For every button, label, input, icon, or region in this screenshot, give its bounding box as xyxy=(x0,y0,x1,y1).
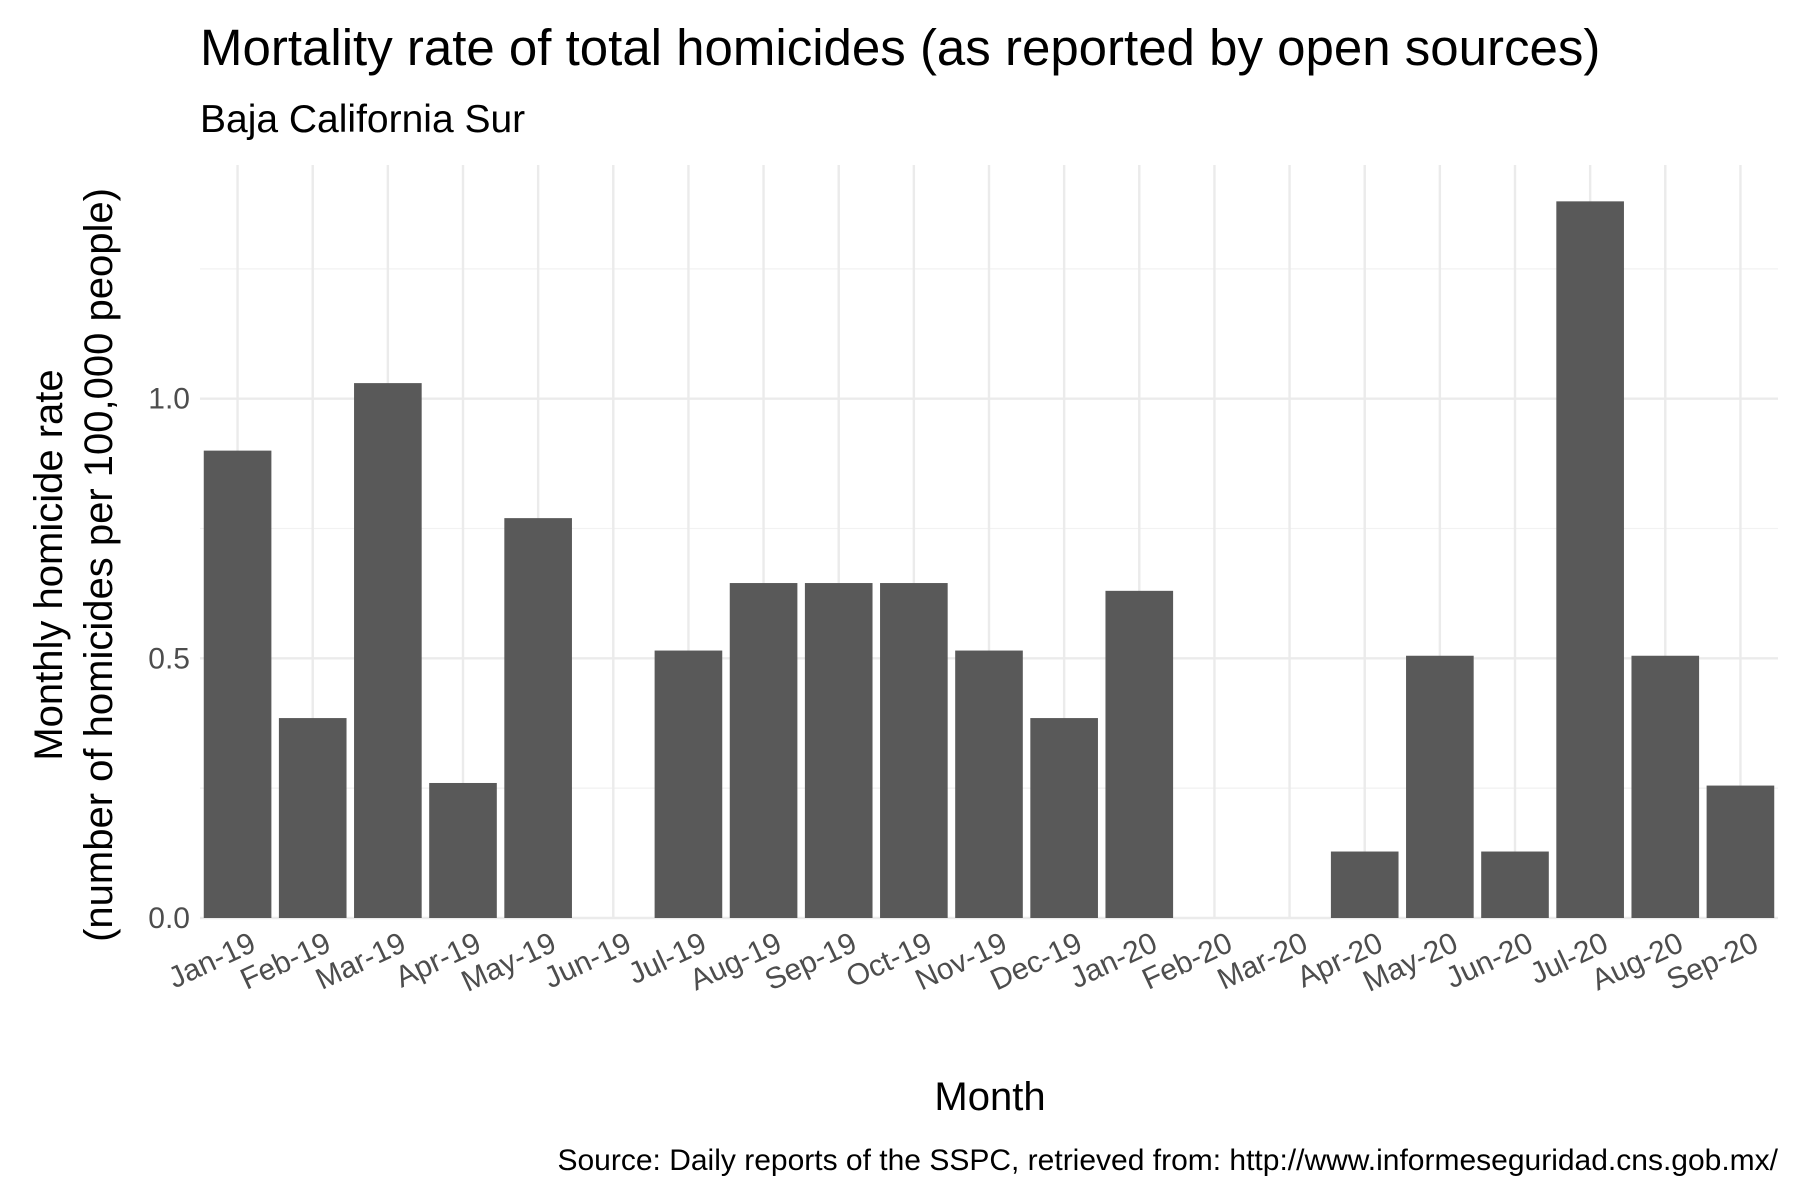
y-axis-title-line-2: (number of homicides per 100,000 people) xyxy=(77,188,121,942)
bar-jul-20 xyxy=(1556,201,1624,918)
y-tick-label: 1.0 xyxy=(148,383,190,416)
chart-caption: Source: Daily reports of the SSPC, retri… xyxy=(557,1144,1778,1177)
bar-sep-20 xyxy=(1706,785,1775,918)
y-tick-label: 0.5 xyxy=(148,642,190,675)
bar-may-19 xyxy=(504,518,572,918)
bar-jan-20 xyxy=(1105,590,1174,918)
chart-title: Mortality rate of total homicides (as re… xyxy=(200,19,1600,76)
bar-may-20 xyxy=(1406,655,1474,918)
bar-oct-19 xyxy=(880,583,948,918)
bars xyxy=(203,201,1775,918)
bar-mar-19 xyxy=(354,383,422,918)
bar-aug-19 xyxy=(729,583,798,918)
chart-subtitle: Baja California Sur xyxy=(200,98,525,141)
x-axis-ticks: Jan-19Feb-19Mar-19Apr-19May-19Jun-19Jul-… xyxy=(163,926,1763,998)
bar-nov-19 xyxy=(955,650,1023,918)
y-axis-title-line-1: Monthly homicide rate xyxy=(27,369,71,760)
x-axis-title: Month xyxy=(934,1075,1045,1119)
bar-apr-20 xyxy=(1330,851,1399,918)
bar-aug-20 xyxy=(1631,655,1700,918)
bar-apr-19 xyxy=(429,782,497,918)
bar-sep-19 xyxy=(804,583,873,918)
y-axis-ticks: 0.0 0.5 1.0 xyxy=(148,383,190,935)
bar-dec-19 xyxy=(1030,718,1098,918)
bar-jul-19 xyxy=(654,650,723,918)
x-tick-label: Jun-20 xyxy=(1441,926,1538,995)
bar-feb-19 xyxy=(278,718,347,918)
bar-jun-20 xyxy=(1481,851,1549,918)
y-tick-label: 0.0 xyxy=(148,902,190,935)
x-tick-label: Jun-19 xyxy=(539,926,636,995)
plot-area: 0.0 0.5 1.0 Jan-19Feb-19Mar-19Apr-19May-19… xyxy=(148,165,1778,999)
bar-jan-19 xyxy=(203,450,272,918)
y-axis-title: Monthly homicide rate (number of homicid… xyxy=(27,188,121,942)
